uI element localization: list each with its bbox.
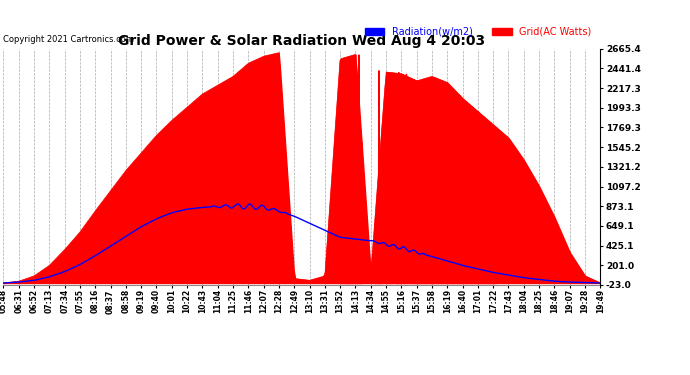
Title: Grid Power & Solar Radiation Wed Aug 4 20:03: Grid Power & Solar Radiation Wed Aug 4 2…	[118, 34, 486, 48]
Legend: Radiation(w/m2), Grid(AC Watts): Radiation(w/m2), Grid(AC Watts)	[361, 23, 595, 40]
Text: Copyright 2021 Cartronics.com: Copyright 2021 Cartronics.com	[3, 34, 135, 44]
